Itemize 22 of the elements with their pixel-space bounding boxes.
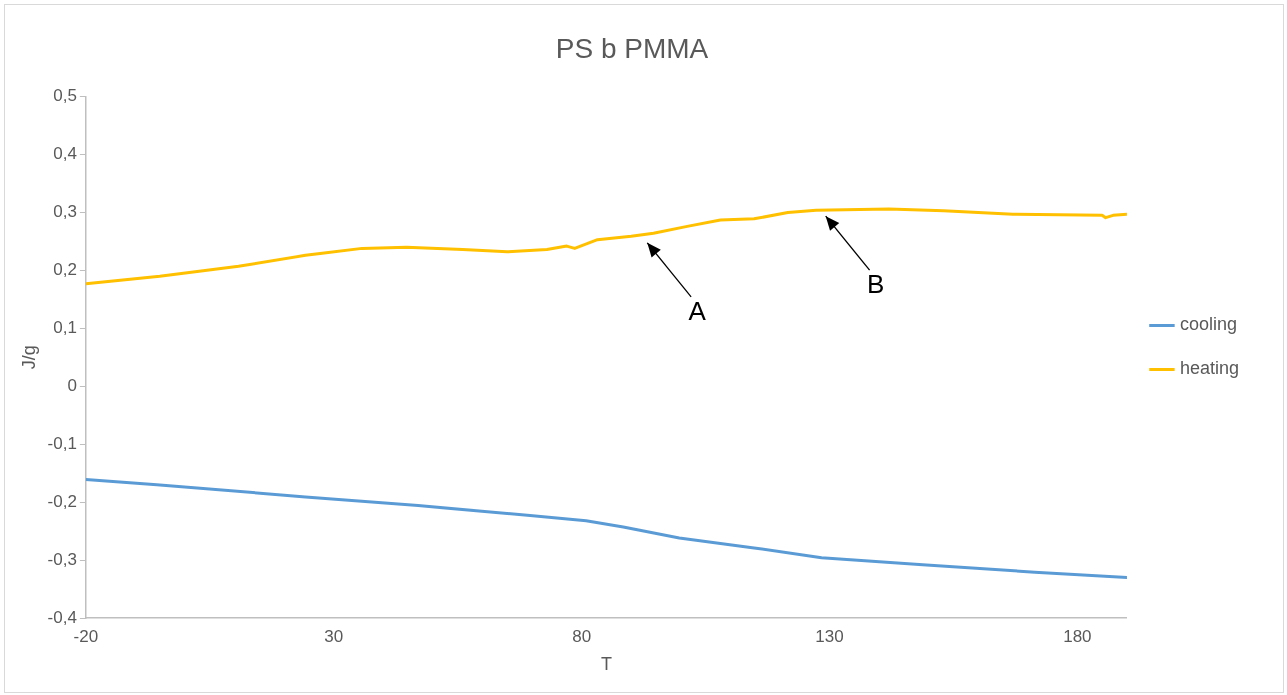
y-axis-title: J/g xyxy=(18,345,39,370)
legend-label: cooling xyxy=(1179,314,1237,335)
x-tick-label: 80 xyxy=(572,626,592,646)
x-tick-label: 130 xyxy=(815,626,844,646)
x-tick-label: 180 xyxy=(1063,626,1092,646)
y-tick-label: -0,1 xyxy=(47,433,77,453)
y-tick-label: -0,4 xyxy=(47,607,77,627)
chart-title: PS b PMMA xyxy=(555,32,709,64)
x-tick-label: -20 xyxy=(73,626,99,646)
y-tick-label: 0,2 xyxy=(53,260,77,280)
y-tick-label: 0,3 xyxy=(53,202,77,222)
y-tick-label: -0,2 xyxy=(47,491,77,511)
x-axis-title: T xyxy=(600,654,612,675)
x-tick-label: 30 xyxy=(324,626,344,646)
annotation: B xyxy=(866,269,885,300)
y-tick-label: 0 xyxy=(67,375,77,395)
annotation: A xyxy=(688,295,707,326)
legend-label: heating xyxy=(1179,358,1240,379)
y-tick-label: -0,3 xyxy=(47,549,77,569)
y-tick-label: 0,4 xyxy=(53,144,77,164)
y-tick-label: 0,5 xyxy=(53,86,77,106)
y-tick-label: 0,1 xyxy=(53,318,77,338)
